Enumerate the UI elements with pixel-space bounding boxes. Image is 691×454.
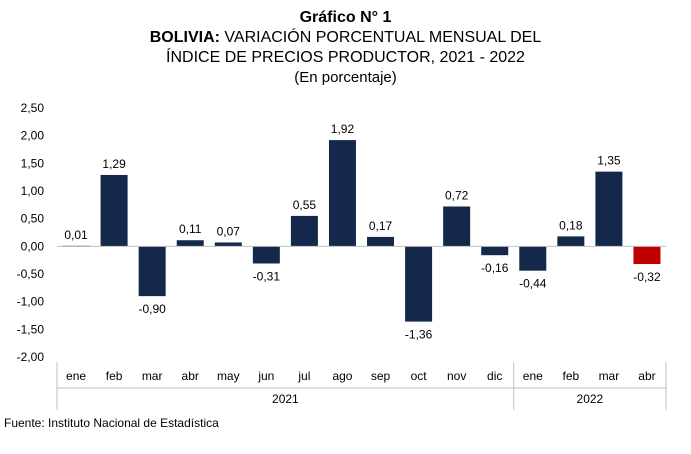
- y-tick-label: 1,50: [21, 156, 45, 170]
- data-label: 0,11: [179, 222, 202, 236]
- y-tick-label: 1,00: [21, 184, 45, 198]
- data-label: 0,17: [369, 219, 393, 233]
- data-label: -1,36: [405, 328, 433, 342]
- data-label: -0,31: [253, 269, 281, 283]
- chart-title-line2: ÍNDICE DE PRECIOS PRODUCTOR, 2021 - 2022: [166, 49, 525, 66]
- bar: [214, 242, 242, 247]
- data-label: 0,07: [217, 224, 241, 238]
- x-tick-label: mar: [599, 369, 620, 383]
- y-tick-label: -1,50: [17, 322, 45, 336]
- x-tick-label: dic: [487, 369, 502, 383]
- x-tick-label: feb: [106, 369, 123, 383]
- data-label: 0,72: [445, 188, 469, 202]
- y-tick-label: 0,50: [21, 212, 45, 226]
- year-group-label: 2021: [272, 392, 299, 406]
- bar: [481, 246, 509, 256]
- chart-title-line1: BOLIVIA: VARIACIÓN PORCENTUAL MENSUAL DE…: [0, 28, 691, 48]
- y-tick-label: 0,00: [21, 239, 45, 253]
- chart-number: Gráfico N° 1: [299, 9, 392, 26]
- x-tick-label: jun: [257, 369, 274, 383]
- bar: [290, 215, 318, 247]
- data-label: 0,01: [64, 228, 88, 242]
- data-label: -0,16: [481, 261, 509, 275]
- bar: [138, 246, 166, 297]
- bar: [252, 246, 280, 264]
- x-tick-label: abr: [638, 369, 655, 383]
- x-tick-label: nov: [447, 369, 466, 383]
- data-label: 0,18: [559, 218, 583, 232]
- chart-title-block: Gráfico N° 1 BOLIVIA: VARIACIÓN PORCENTU…: [0, 8, 691, 87]
- title-line1-text: VARIACIÓN PORCENTUAL MENSUAL DEL: [224, 29, 542, 46]
- bar: [595, 171, 623, 247]
- y-tick-label: -1,00: [17, 295, 45, 309]
- data-label: 1,29: [102, 157, 126, 171]
- x-tick-label: ago: [332, 369, 352, 383]
- x-tick-label: abr: [182, 369, 199, 383]
- bar: [176, 240, 204, 247]
- y-tick-label: -2,00: [17, 350, 45, 364]
- x-tick-label: sep: [371, 369, 391, 383]
- data-label: 0,55: [293, 198, 317, 212]
- bar: [405, 246, 433, 322]
- data-label: 1,35: [597, 154, 621, 168]
- bar: [443, 206, 471, 247]
- bar: [100, 174, 128, 247]
- x-tick-label: ene: [523, 369, 543, 383]
- bar: [328, 140, 356, 247]
- year-group-label: 2022: [577, 392, 604, 406]
- x-tick-label: jul: [297, 369, 310, 383]
- bar: [557, 236, 585, 247]
- data-label: 1,92: [331, 122, 355, 136]
- data-label: -0,32: [633, 270, 661, 284]
- data-label: -0,90: [138, 302, 166, 316]
- bar: [519, 246, 547, 271]
- y-tick-label: 2,50: [21, 101, 45, 115]
- x-tick-label: may: [217, 369, 240, 383]
- source-note: Fuente: Instituto Nacional de Estadístic…: [4, 416, 219, 430]
- y-tick-label: 2,00: [21, 129, 45, 143]
- x-tick-label: feb: [563, 369, 580, 383]
- x-tick-label: mar: [142, 369, 163, 383]
- chart-subtitle: (En porcentaje): [294, 69, 397, 86]
- y-tick-label: -0,50: [17, 267, 45, 281]
- bar: [367, 236, 395, 247]
- x-tick-label: oct: [411, 369, 428, 383]
- country-label: BOLIVIA:: [149, 29, 220, 46]
- data-label: -0,44: [519, 277, 547, 291]
- bar: [633, 246, 661, 265]
- x-tick-label: ene: [66, 369, 86, 383]
